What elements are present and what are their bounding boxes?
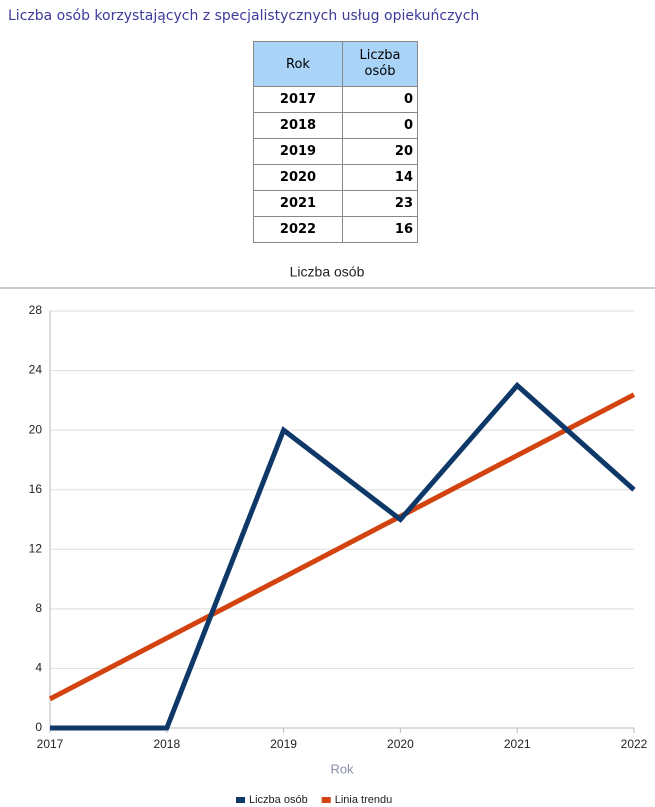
y-tick-label: 4 [35, 661, 42, 675]
x-tick-label: 2017 [37, 737, 64, 751]
table-cell: 0 [342, 112, 418, 139]
series-line [48, 392, 636, 702]
series-line [50, 381, 636, 731]
legend-label: Linia trendu [335, 794, 393, 806]
x-tick-label: 2020 [387, 737, 414, 751]
table-cell: 2018 [253, 112, 343, 139]
table-cell: 2020 [253, 164, 343, 191]
table-row: 2017 0 [253, 86, 418, 113]
table-cell: 20 [342, 138, 418, 165]
table-cell: 2021 [253, 190, 343, 217]
x-tick-label: 2022 [621, 737, 648, 751]
table-row: 2020 14 [253, 164, 418, 191]
x-tick-label: 2021 [504, 737, 531, 751]
data-table: Rok Liczba osób 2017 0 2018 0 2019 20 2020 14 20… [253, 41, 418, 243]
x-tick-label: 2018 [153, 737, 180, 751]
header-row: Rok Liczba osób [253, 41, 418, 87]
y-tick-label: 16 [29, 482, 43, 496]
chart-title: Liczba osób [290, 264, 365, 280]
table-row: 2022 16 [253, 216, 418, 243]
table-cell: 23 [342, 190, 418, 217]
header-cell: Rok [253, 41, 343, 87]
table-cell: 2017 [253, 86, 343, 113]
y-tick-label: 0 [35, 720, 42, 734]
table-row: 2021 23 [253, 190, 418, 217]
table-cell: 2019 [253, 138, 343, 165]
legend-swatch [321, 797, 331, 803]
page-title: Liczba osób korzystających z specjalisty… [8, 8, 480, 24]
table-cell: 0 [342, 86, 418, 113]
x-axis-label: Rok [330, 761, 354, 776]
y-tick-label: 28 [29, 303, 43, 317]
table-cell: 16 [342, 216, 418, 243]
header-cell: Liczba osób [342, 41, 418, 87]
table-row: 2018 0 [253, 112, 418, 139]
y-tick-label: 20 [29, 422, 43, 436]
legend-swatch [236, 797, 245, 803]
y-tick-label: 24 [29, 363, 43, 377]
table-cell: 2022 [253, 216, 343, 243]
y-tick-label: 12 [29, 541, 43, 555]
chart: Liczba osób Rok 0 4 8 12 16 20 24 28 2017 2018 201… [0, 264, 655, 806]
y-tick-label: 8 [35, 601, 42, 615]
table-cell: 14 [342, 164, 418, 191]
x-tick-label: 2019 [270, 737, 297, 751]
table-row: 2019 20 [253, 138, 418, 165]
legend-label: Liczba osób [249, 794, 308, 806]
